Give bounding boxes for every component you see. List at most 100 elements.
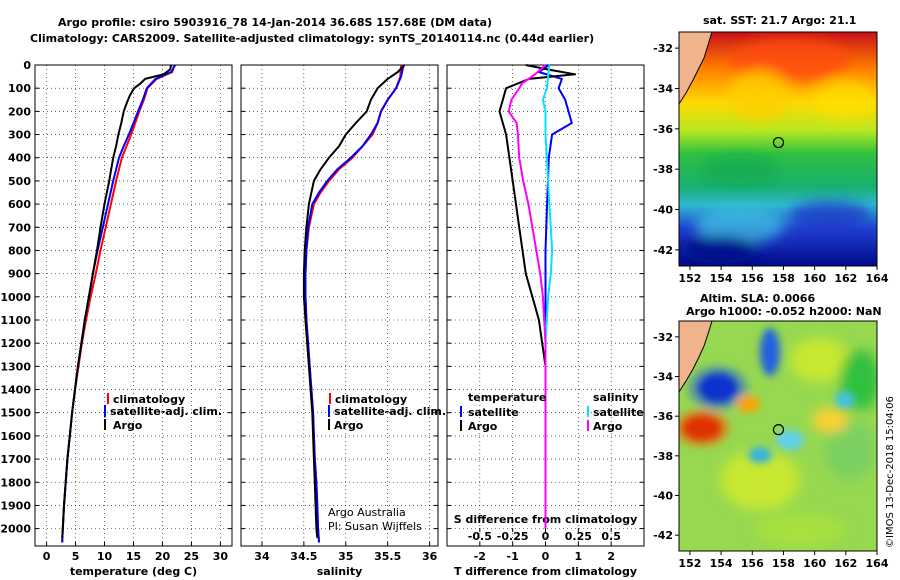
series-line-argo <box>302 64 406 538</box>
imos-stamp: ©IMOS 13-Dec-2018 15:04:06 <box>885 396 896 548</box>
map-y-tick-label: -40 <box>653 204 673 217</box>
sst-map <box>679 32 877 266</box>
y-tick-label: 200 <box>8 105 31 118</box>
salinity-panel: 34 34.5 35 35.5 36 salinity <box>240 64 439 578</box>
map-y-tick-label: -40 <box>653 489 673 502</box>
y-tick-label: 1500 <box>0 407 31 420</box>
legend-t-argo-label: Argo <box>468 420 498 433</box>
map-y-tick-label: -38 <box>653 163 673 176</box>
y-tick-label: 1900 <box>0 499 31 512</box>
x2-tick-label: -0.25 <box>497 530 529 543</box>
sla-map-title-line2: Argo h1000: -0.052 h2000: NaN <box>686 305 882 318</box>
map-y-tick-label: -32 <box>653 331 673 344</box>
series-line-t-satellite <box>537 64 573 529</box>
x-tick-label: 34.5 <box>290 550 317 563</box>
map-y-tick-label: -36 <box>653 410 673 423</box>
map-x-tick-label: 154 <box>710 272 733 285</box>
x2-tick-label: 0.25 <box>565 530 592 543</box>
figure-title-line1: Argo profile: csiro 5903916_78 14-Jan-20… <box>58 16 492 29</box>
y-tick-label: 1800 <box>0 476 31 489</box>
x-tick-label: 30 <box>213 550 229 563</box>
map-x-tick-label: 158 <box>772 557 795 570</box>
legend-clim-label: climatology <box>113 393 185 406</box>
x-tick-label: 35.5 <box>374 550 401 563</box>
argo-float-marker <box>772 136 785 149</box>
x-axis-label: salinity <box>317 565 363 578</box>
map-x-tick-label: 156 <box>741 557 764 570</box>
salinity-legend: climatology satellite-adj. clim. Argo <box>328 393 446 432</box>
y-tick-label: 500 <box>8 175 31 188</box>
y-tick-label: 1100 <box>0 314 31 327</box>
y-tick-label: 900 <box>8 268 31 281</box>
x-tick-label: 34 <box>254 550 270 563</box>
map-y-tick-label: -32 <box>653 42 673 55</box>
credit-line1: Argo Australia <box>328 506 406 519</box>
y-tick-label: 1400 <box>0 384 31 397</box>
map-x-tick-label: 154 <box>710 557 733 570</box>
map-y-tick-label: -34 <box>653 371 673 384</box>
map-x-tick-label: 164 <box>866 557 889 570</box>
credit-line2: PI: Susan Wijffels <box>328 520 422 533</box>
x2-tick-label: 0 <box>542 530 550 543</box>
y-tick-label: 100 <box>8 82 31 95</box>
y-tick-label: 1600 <box>0 430 31 443</box>
map-y-tick-label: -36 <box>653 123 673 136</box>
map-x-tick-label: 162 <box>834 557 857 570</box>
y-tick-label: 1000 <box>0 291 31 304</box>
temperature-legend: climatology satellite-adj. clim. Argo <box>104 393 222 432</box>
sla-map-frame <box>678 320 878 552</box>
y-tick-label: 300 <box>8 129 31 142</box>
x-tick-label: 36 <box>422 550 438 563</box>
series-line-s-argo <box>507 64 547 529</box>
x2-tick-label: -0.5 <box>468 530 492 543</box>
sla-map-title-line1: Altim. SLA: 0.0066 <box>700 292 815 305</box>
x-tick-label: 10 <box>97 550 113 563</box>
sla-map <box>679 321 877 551</box>
legend-title-temperature: temperature <box>468 391 546 404</box>
sst-map-axes: 152 154 156 158 160 162 164 -32 -34 -36 -38 -40 -42 <box>653 42 889 285</box>
australia-coast <box>679 321 713 393</box>
map-x-tick-label: 160 <box>803 557 826 570</box>
legend-argo-label: Argo <box>113 419 143 432</box>
legend-s-sat-label: satellite <box>593 406 644 419</box>
sst-map-title: sat. SST: 21.7 Argo: 21.1 <box>703 14 856 27</box>
legend-clim-label: climatology <box>335 393 407 406</box>
map-y-tick-label: -42 <box>653 529 673 542</box>
x-tick-label: 25 <box>184 550 199 563</box>
legend-argo-label: Argo <box>334 419 364 432</box>
sst-map-frame <box>678 31 878 267</box>
legend-s-argo-label: Argo <box>593 420 623 433</box>
map-y-tick-label: -42 <box>653 244 673 257</box>
x-tick-label: -2 <box>474 550 486 563</box>
y-tick-label: 700 <box>8 221 31 234</box>
map-x-tick-label: 152 <box>678 557 701 570</box>
map-y-tick-label: -38 <box>653 450 673 463</box>
map-x-tick-label: 160 <box>803 272 826 285</box>
sla-map-axes: 152 154 156 158 160 162 164 -32 -34 -36 -38 -40 -42 <box>653 331 889 570</box>
map-y-tick-label: -34 <box>653 82 673 95</box>
y-tick-label: 1700 <box>0 453 31 466</box>
x-tick-label: 0 <box>43 550 51 563</box>
argo-float-marker <box>772 424 785 436</box>
australia-coast <box>679 32 713 105</box>
map-x-tick-label: 164 <box>866 272 889 285</box>
difference-legend: temperature salinity satellite Argo sate… <box>460 391 644 433</box>
map-x-tick-label: 162 <box>834 272 857 285</box>
x-axis-label: T difference from climatology <box>454 565 637 578</box>
y-tick-label: 2000 <box>0 523 31 536</box>
legend-title-salinity: salinity <box>593 391 639 404</box>
x-tick-label: -1 <box>507 550 519 563</box>
figure-title-line2: Climatology: CARS2009. Satellite-adjuste… <box>30 32 594 45</box>
legend-sat-label: satellite-adj. clim. <box>110 405 222 418</box>
x-tick-label: 2 <box>607 550 615 563</box>
x-tick-label: 0 <box>542 550 550 563</box>
y-tick-label: 1200 <box>0 337 31 350</box>
series-line-t-argo <box>498 64 576 529</box>
x2-tick-label: 0.5 <box>601 530 621 543</box>
legend-sat-label: satellite-adj. clim. <box>334 405 446 418</box>
x-tick-label: 35 <box>338 550 353 563</box>
map-x-tick-label: 156 <box>741 272 764 285</box>
y-tick-label: 600 <box>8 198 31 211</box>
x-tick-label: 20 <box>155 550 171 563</box>
